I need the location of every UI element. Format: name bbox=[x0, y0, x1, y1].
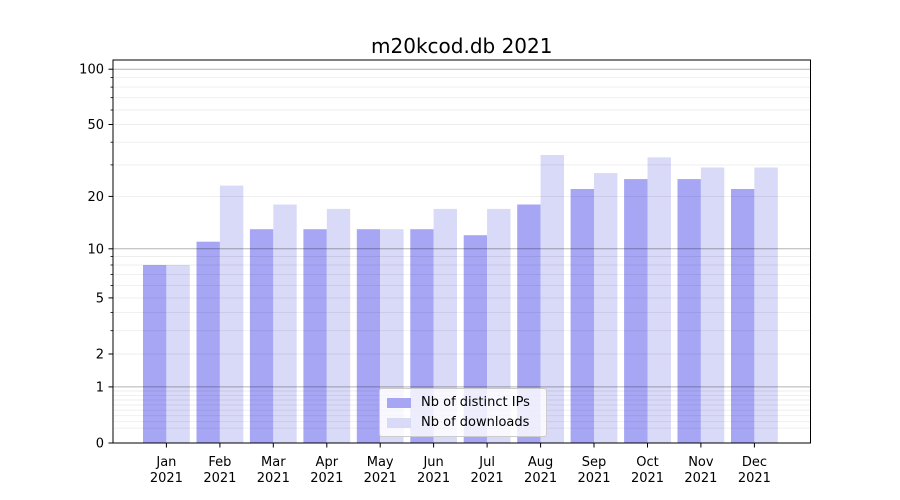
x-axis-tick-label-year: 2021 bbox=[203, 471, 236, 486]
bar-downloads-jan bbox=[166, 265, 190, 443]
x-axis-tick-label-month: Apr bbox=[316, 455, 339, 470]
bar-distinct-ips-apr bbox=[303, 229, 327, 443]
x-axis-tick-label-month: Feb bbox=[208, 455, 231, 470]
legend-entry-downloads: Nb of downloads bbox=[387, 414, 546, 431]
y-axis-tick-label: 10 bbox=[87, 242, 104, 257]
bar-distinct-ips-sep bbox=[570, 189, 594, 443]
x-axis-tick-label-year: 2021 bbox=[524, 471, 557, 486]
bar-distinct-ips-aug bbox=[517, 204, 541, 443]
bar-downloads-apr bbox=[326, 208, 351, 443]
bar-distinct-ips-nov bbox=[677, 179, 701, 443]
y-axis-tick-label: 1 bbox=[96, 380, 104, 395]
x-axis-tick-label-year: 2021 bbox=[471, 471, 504, 486]
x-axis-tick-label-month: Jun bbox=[422, 455, 443, 470]
legend-entry-distinct-ips: Nb of distinct IPs bbox=[387, 394, 546, 411]
legend-swatch-downloads bbox=[387, 417, 411, 428]
grid-layer bbox=[113, 68, 811, 429]
legend-label-distinct-ips: Nb of distinct IPs bbox=[421, 395, 530, 410]
bar-downloads-jun bbox=[433, 208, 457, 443]
x-axis-tick-label-year: 2021 bbox=[738, 471, 771, 486]
bar-downloads-feb bbox=[219, 185, 244, 443]
x-axis-tick-label-month: Aug bbox=[528, 455, 553, 470]
x-axis-tick-label-month: Jul bbox=[478, 455, 495, 470]
bar-downloads-dec bbox=[754, 167, 778, 443]
plot-border bbox=[112, 59, 811, 444]
bar-distinct-ips-dec bbox=[731, 189, 755, 443]
y-axis-tick-label: 0 bbox=[96, 437, 104, 452]
legend-label-downloads: Nb of downloads bbox=[421, 415, 530, 430]
y-axis-tick-label: 2 bbox=[96, 348, 104, 363]
x-axis-tick-label-year: 2021 bbox=[684, 471, 717, 486]
bar-downloads-aug bbox=[540, 155, 564, 443]
x-axis-tick-label-year: 2021 bbox=[257, 471, 290, 486]
bar-downloads-jul bbox=[487, 208, 511, 443]
x-axis-tick-label-month: Mar bbox=[261, 455, 286, 470]
chart-title: m20kcod.db 2021 bbox=[371, 34, 552, 58]
y-axis-tick-label: 5 bbox=[96, 291, 104, 306]
legend-swatch-distinct-ips bbox=[387, 397, 411, 408]
bar-downloads-oct bbox=[647, 157, 671, 443]
bar-downloads-sep bbox=[594, 173, 618, 443]
bar-distinct-ips-oct bbox=[624, 179, 648, 443]
bar-distinct-ips-mar bbox=[249, 229, 274, 443]
y-axis-tick-label: 100 bbox=[79, 63, 104, 78]
x-axis-tick-label-month: Jan bbox=[155, 455, 176, 470]
bar-downloads-nov bbox=[700, 167, 725, 443]
x-axis-tick-label-month: Nov bbox=[688, 455, 714, 470]
y-axis-tick-label: 20 bbox=[87, 190, 104, 205]
x-axis-tick-label-month: Sep bbox=[582, 455, 607, 470]
x-axis-tick-label-month: May bbox=[367, 455, 394, 470]
x-axis-tick-label-month: Dec bbox=[742, 455, 767, 470]
x-axis-tick-label-year: 2021 bbox=[631, 471, 664, 486]
bar-distinct-ips-feb bbox=[196, 241, 220, 443]
x-axis-tick-label-year: 2021 bbox=[577, 471, 610, 486]
bar-distinct-ips-jan bbox=[143, 265, 167, 443]
x-axis-tick-label-month: Oct bbox=[636, 455, 658, 470]
bar-downloads-mar bbox=[273, 204, 297, 443]
legend: Nb of distinct IPs Nb of downloads bbox=[379, 388, 547, 437]
bar-distinct-ips-may bbox=[356, 229, 381, 443]
x-axis-tick-label-year: 2021 bbox=[150, 471, 183, 486]
x-axis-tick-label-year: 2021 bbox=[364, 471, 397, 486]
x-axis-tick-label-year: 2021 bbox=[417, 471, 450, 486]
x-axis-tick-label-year: 2021 bbox=[310, 471, 343, 486]
y-axis-tick-label: 50 bbox=[87, 118, 104, 133]
axes-layer: 0125102050100Jan2021Feb2021Mar2021Apr202… bbox=[79, 59, 811, 486]
